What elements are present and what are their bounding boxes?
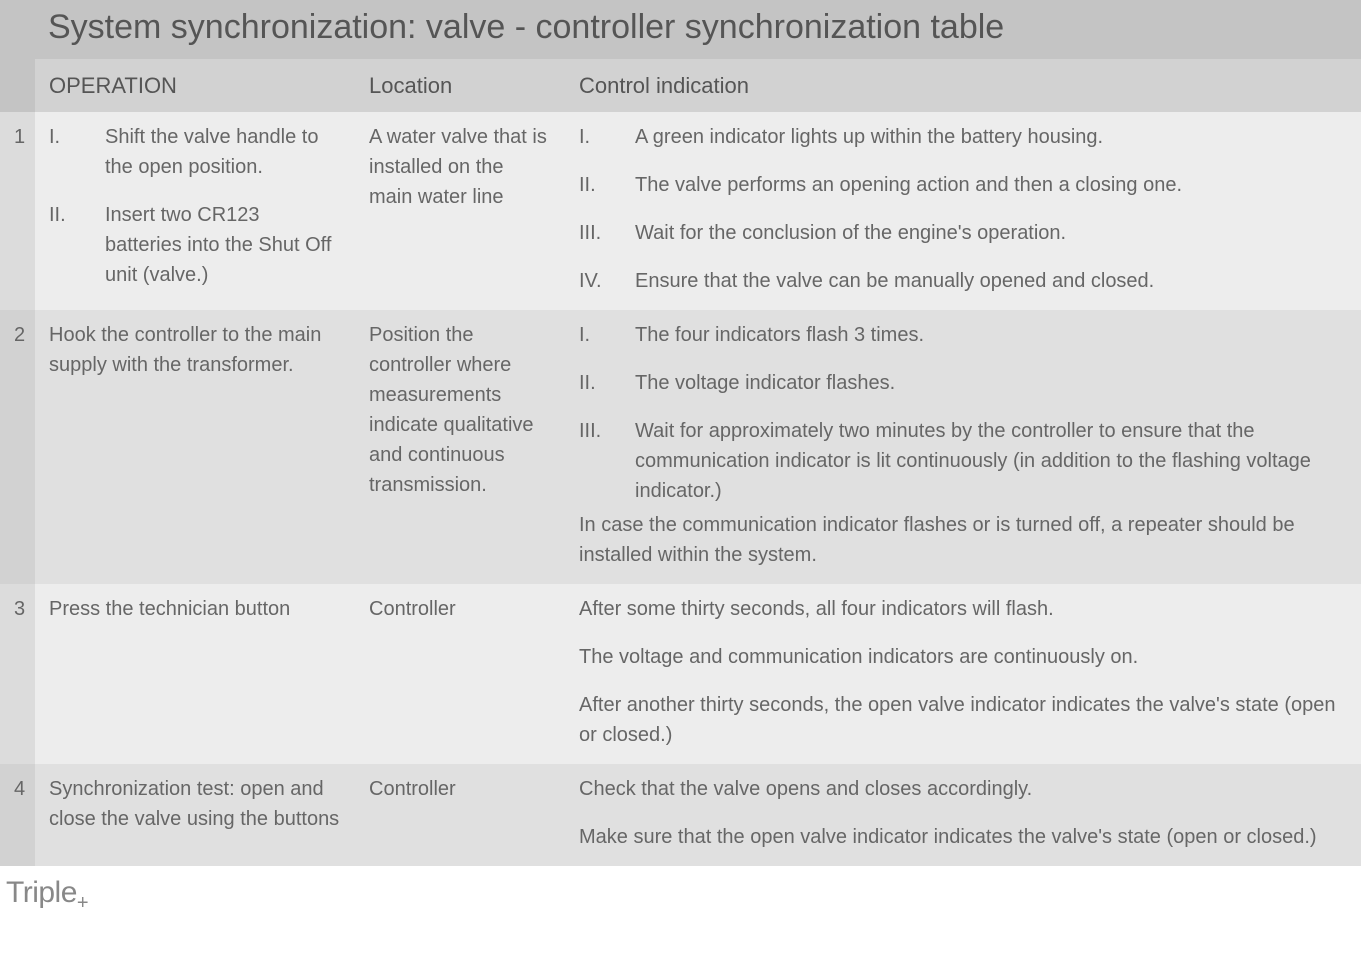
- paragraph: Controller: [369, 774, 551, 804]
- row-number: 2: [0, 310, 35, 584]
- table-row: 4Synchronization test: open and close th…: [0, 764, 1361, 866]
- roman-text: Insert two CR123 batteries into the Shut…: [105, 200, 341, 290]
- roman-text: A green indicator lights up within the b…: [635, 122, 1347, 152]
- cell-location: Controller: [355, 584, 565, 764]
- page-title: System synchronization: valve - controll…: [0, 0, 1361, 59]
- row-number: 3: [0, 584, 35, 764]
- col-header-operation: OPERATION: [35, 59, 355, 112]
- page-root: System synchronization: valve - controll…: [0, 0, 1361, 915]
- roman-list-item: I.The four indicators flash 3 times.: [579, 320, 1347, 350]
- roman-marker: II.: [579, 368, 635, 398]
- roman-marker: I.: [49, 122, 105, 182]
- roman-text: Wait for approximately two minutes by th…: [635, 416, 1347, 506]
- footer-plus-icon: +: [77, 892, 88, 914]
- cell-location: Position the controller where measuremen…: [355, 310, 565, 584]
- footer-brand-text: Triple: [6, 876, 77, 909]
- cell-operation: Press the technician button: [35, 584, 355, 764]
- roman-text: Ensure that the valve can be manually op…: [635, 266, 1347, 296]
- roman-text: The four indicators flash 3 times.: [635, 320, 1347, 350]
- table-row: 1I.Shift the valve handle to the open po…: [0, 112, 1361, 310]
- roman-list-item: IV.Ensure that the valve can be manually…: [579, 266, 1347, 296]
- roman-list: I.Shift the valve handle to the open pos…: [49, 122, 341, 290]
- col-header-control: Control indication: [565, 59, 1361, 112]
- roman-list-item: III.Wait for the conclusion of the engin…: [579, 218, 1347, 248]
- roman-list-item: I.A green indicator lights up within the…: [579, 122, 1347, 152]
- cell-control: I.A green indicator lights up within the…: [565, 112, 1361, 310]
- paragraph: After some thirty seconds, all four indi…: [579, 594, 1347, 624]
- row-number: 1: [0, 112, 35, 310]
- roman-list-item: II.The valve performs an opening action …: [579, 170, 1347, 200]
- cell-location: A water valve that is installed on the m…: [355, 112, 565, 310]
- roman-marker: IV.: [579, 266, 635, 296]
- roman-text: The valve performs an opening action and…: [635, 170, 1347, 200]
- paragraph: Hook the controller to the main supply w…: [49, 320, 341, 380]
- paragraph: Check that the valve opens and closes ac…: [579, 774, 1347, 804]
- roman-text: Wait for the conclusion of the engine's …: [635, 218, 1347, 248]
- roman-list-item: I.Shift the valve handle to the open pos…: [49, 122, 341, 182]
- col-header-location: Location: [355, 59, 565, 112]
- roman-marker: I.: [579, 122, 635, 152]
- table-row: 2Hook the controller to the main supply …: [0, 310, 1361, 584]
- paragraph: Press the technician button: [49, 594, 341, 624]
- cell-control: After some thirty seconds, all four indi…: [565, 584, 1361, 764]
- paragraph: The voltage and communication indicators…: [579, 642, 1347, 672]
- cell-control: I.The four indicators flash 3 times.II.T…: [565, 310, 1361, 584]
- roman-list: I.The four indicators flash 3 times.II.T…: [579, 320, 1347, 506]
- row-number: 4: [0, 764, 35, 866]
- cell-location: Controller: [355, 764, 565, 866]
- roman-marker: III.: [579, 218, 635, 248]
- cell-control: Check that the valve opens and closes ac…: [565, 764, 1361, 866]
- cell-operation: I.Shift the valve handle to the open pos…: [35, 112, 355, 310]
- roman-list-item: III.Wait for approximately two minutes b…: [579, 416, 1347, 506]
- roman-list: I.A green indicator lights up within the…: [579, 122, 1347, 296]
- sync-table: OPERATION Location Control indication 1I…: [0, 59, 1361, 866]
- roman-marker: III.: [579, 416, 635, 506]
- footer-logo: Triple+: [0, 866, 1361, 915]
- paragraph: After another thirty seconds, the open v…: [579, 690, 1347, 750]
- paragraph: Synchronization test: open and close the…: [49, 774, 341, 834]
- paragraph: Position the controller where measuremen…: [369, 320, 551, 500]
- roman-list-item: II.The voltage indicator flashes.: [579, 368, 1347, 398]
- roman-marker: I.: [579, 320, 635, 350]
- cell-operation: Synchronization test: open and close the…: [35, 764, 355, 866]
- roman-text: The voltage indicator flashes.: [635, 368, 1347, 398]
- cell-operation: Hook the controller to the main supply w…: [35, 310, 355, 584]
- table-row: 3 Press the technician button Controller Af…: [0, 584, 1361, 764]
- table-header-row: OPERATION Location Control indication: [0, 59, 1361, 112]
- paragraph: A water valve that is installed on the m…: [369, 122, 551, 212]
- paragraph: Make sure that the open valve indicator …: [579, 822, 1347, 852]
- col-header-number: [0, 59, 35, 112]
- paragraph: Controller: [369, 594, 551, 624]
- roman-marker: II.: [579, 170, 635, 200]
- roman-marker: II.: [49, 200, 105, 290]
- table-body: 1I.Shift the valve handle to the open po…: [0, 112, 1361, 866]
- roman-list-item: II.Insert two CR123 batteries into the S…: [49, 200, 341, 290]
- roman-text: Shift the valve handle to the open posit…: [105, 122, 341, 182]
- paragraph: In case the communication indicator flas…: [579, 510, 1347, 570]
